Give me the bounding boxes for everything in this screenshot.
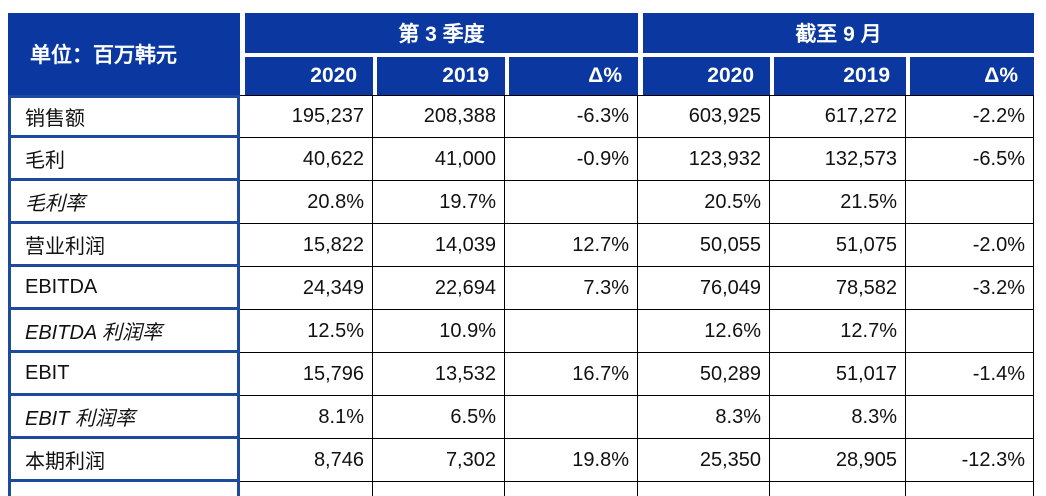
table-row-net-profit: 本期利润 8,746 7,302 19.8% 25,350 28,905 -12… — [8, 439, 1034, 482]
unit-label: 单位：百万韩元 — [8, 13, 240, 95]
data-cell — [240, 482, 373, 496]
table-row-ebit-margin: EBIT 利润率 8.1% 6.5% 8.3% 8.3% — [8, 396, 1034, 439]
data-cell: 15,822 — [240, 224, 373, 267]
data-cell: 8.1% — [240, 396, 373, 439]
subheader-row: 2020 2019 Δ% 2020 2019 Δ% — [240, 57, 1034, 95]
header-column-groups: 第 3 季度 截至 9 月 2020 2019 Δ% 2020 2019 Δ% — [240, 13, 1034, 95]
data-cell — [505, 181, 638, 224]
data-cell: 22,694 — [373, 267, 505, 310]
subheader-q3-2019: 2019 — [373, 57, 505, 95]
data-cell — [505, 482, 638, 496]
data-cell: 16.7% — [505, 353, 638, 396]
data-cell: 208,388 — [373, 95, 505, 138]
data-cell: -2.0% — [906, 224, 1034, 267]
row-label: EBIT — [8, 353, 240, 396]
data-cell — [906, 181, 1034, 224]
data-cell: 19.8% — [505, 439, 638, 482]
data-cell: 8.3% — [638, 396, 770, 439]
row-label: 营业利润 — [8, 224, 240, 267]
data-cell: 28,905 — [770, 439, 906, 482]
data-cell: 51,017 — [770, 353, 906, 396]
data-cell: 7,302 — [373, 439, 505, 482]
data-cell: 7.3% — [505, 267, 638, 310]
table-row-sales: 销售额 195,237 208,388 -6.3% 603,925 617,27… — [8, 95, 1034, 138]
row-label: EBITDA — [8, 267, 240, 310]
data-cell — [906, 482, 1034, 496]
subheader-ytd-delta: Δ% — [906, 57, 1034, 95]
data-cell — [906, 310, 1034, 353]
table-header: 单位：百万韩元 第 3 季度 截至 9 月 2020 2019 Δ% 2020 … — [8, 13, 1034, 95]
table-row-ebit: EBIT 15,796 13,532 16.7% 50,289 51,017 -… — [8, 353, 1034, 396]
data-cell — [373, 482, 505, 496]
row-label — [8, 482, 240, 496]
table-row-gross-margin: 毛利率 20.8% 19.7% 20.5% 21.5% — [8, 181, 1034, 224]
data-cell: 76,049 — [638, 267, 770, 310]
data-cell — [505, 396, 638, 439]
table-body: 销售额 195,237 208,388 -6.3% 603,925 617,27… — [8, 95, 1034, 496]
financial-results-table: 单位：百万韩元 第 3 季度 截至 9 月 2020 2019 Δ% 2020 … — [8, 13, 1034, 496]
cropped-next-row — [8, 482, 1034, 496]
row-label: EBIT 利润率 — [8, 396, 240, 439]
data-cell: 12.7% — [505, 224, 638, 267]
row-label: 毛利率 — [8, 181, 240, 224]
row-label: 毛利 — [8, 138, 240, 181]
subheader-q3-2020: 2020 — [240, 57, 373, 95]
data-cell: -3.2% — [906, 267, 1034, 310]
data-cell: 41,000 — [373, 138, 505, 181]
data-cell: 6.5% — [373, 396, 505, 439]
data-cell: 21.5% — [770, 181, 906, 224]
table-row-gross-profit: 毛利 40,622 41,000 -0.9% 123,932 132,573 -… — [8, 138, 1034, 181]
data-cell: -6.5% — [906, 138, 1034, 181]
data-cell: 12.7% — [770, 310, 906, 353]
col-group-ytd-september: 截至 9 月 — [638, 13, 1034, 57]
data-cell — [505, 310, 638, 353]
subheader-ytd-2019: 2019 — [770, 57, 906, 95]
data-cell: -12.3% — [906, 439, 1034, 482]
data-cell: 603,925 — [638, 95, 770, 138]
table-row-ebitda: EBITDA 24,349 22,694 7.3% 76,049 78,582 … — [8, 267, 1034, 310]
data-cell: -6.3% — [505, 95, 638, 138]
group-title-row: 第 3 季度 截至 9 月 — [240, 13, 1034, 57]
data-cell: 20.5% — [638, 181, 770, 224]
data-cell: -2.2% — [906, 95, 1034, 138]
row-label: EBITDA 利润率 — [8, 310, 240, 353]
data-cell: 14,039 — [373, 224, 505, 267]
data-cell — [770, 482, 906, 496]
row-label: 销售额 — [8, 95, 240, 138]
data-cell: 13,532 — [373, 353, 505, 396]
subheader-ytd-2020: 2020 — [638, 57, 770, 95]
data-cell: 8.3% — [770, 396, 906, 439]
data-cell: 12.6% — [638, 310, 770, 353]
data-cell: 15,796 — [240, 353, 373, 396]
data-cell: 195,237 — [240, 95, 373, 138]
subheader-q3-delta: Δ% — [505, 57, 638, 95]
data-cell: 40,622 — [240, 138, 373, 181]
data-cell: 617,272 — [770, 95, 906, 138]
data-cell: 50,055 — [638, 224, 770, 267]
row-label: 本期利润 — [8, 439, 240, 482]
data-cell: 51,075 — [770, 224, 906, 267]
data-cell: 12.5% — [240, 310, 373, 353]
col-group-q3: 第 3 季度 — [240, 13, 638, 57]
data-cell: -1.4% — [906, 353, 1034, 396]
data-cell: 50,289 — [638, 353, 770, 396]
data-cell: 10.9% — [373, 310, 505, 353]
data-cell: 78,582 — [770, 267, 906, 310]
data-cell: 19.7% — [373, 181, 505, 224]
data-cell: -0.9% — [505, 138, 638, 181]
table-row-ebitda-margin: EBITDA 利润率 12.5% 10.9% 12.6% 12.7% — [8, 310, 1034, 353]
data-cell: 8,746 — [240, 439, 373, 482]
data-cell: 132,573 — [770, 138, 906, 181]
data-cell: 25,350 — [638, 439, 770, 482]
data-cell — [638, 482, 770, 496]
data-cell: 20.8% — [240, 181, 373, 224]
data-cell: 123,932 — [638, 138, 770, 181]
data-cell — [906, 396, 1034, 439]
data-cell: 24,349 — [240, 267, 373, 310]
table-row-operating-profit: 营业利润 15,822 14,039 12.7% 50,055 51,075 -… — [8, 224, 1034, 267]
